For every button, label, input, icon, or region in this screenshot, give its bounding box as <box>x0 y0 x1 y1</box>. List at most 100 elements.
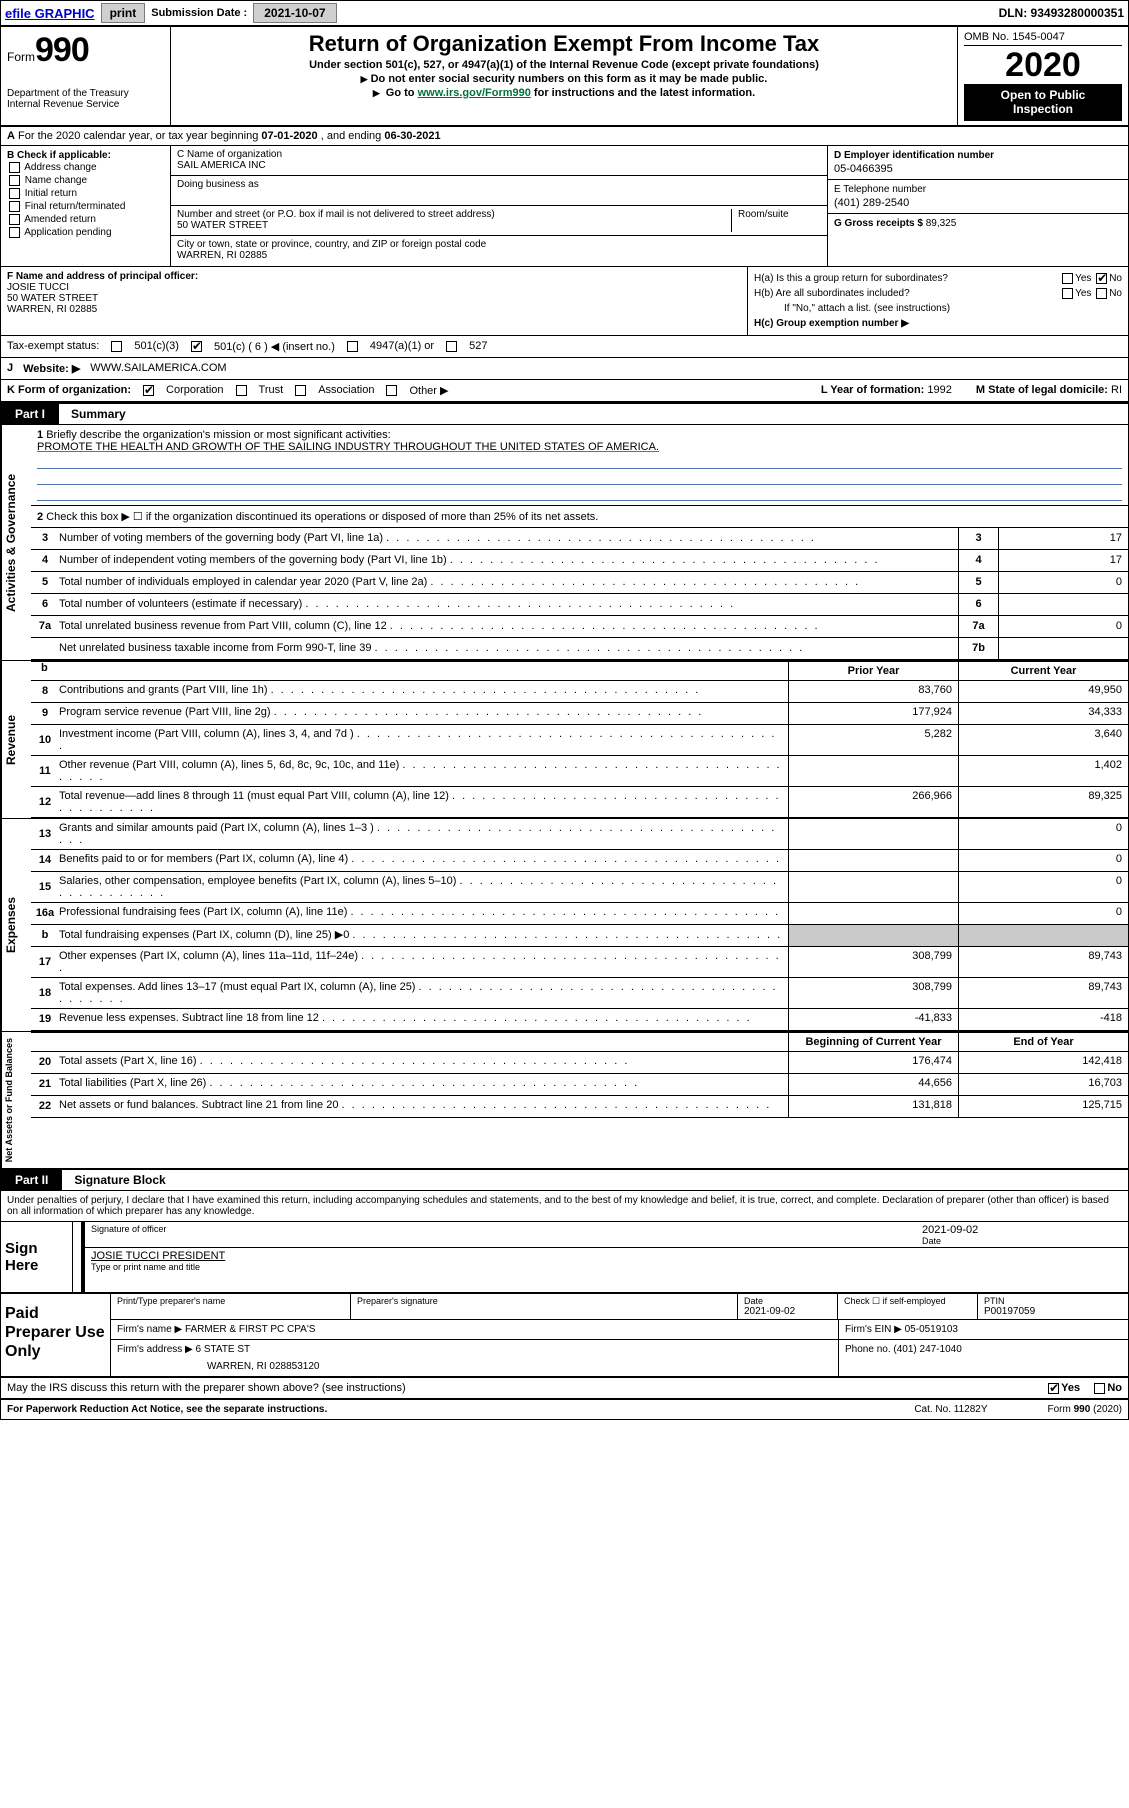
chk-initial-return[interactable] <box>9 188 20 199</box>
officer-addr2: WARREN, RI 02885 <box>7 304 741 315</box>
tax-year-end: 06-30-2021 <box>384 130 440 142</box>
line-text: Other expenses (Part IX, column (A), lin… <box>59 947 788 977</box>
line-text: Net assets or fund balances. Subtract li… <box>59 1096 788 1117</box>
line-num: 19 <box>31 1009 59 1030</box>
line-text: Total expenses. Add lines 13–17 (must eq… <box>59 978 788 1008</box>
gross-receipts-label: G Gross receipts $ <box>834 218 923 229</box>
lbl-trust: Trust <box>259 384 284 396</box>
chk-application-pending[interactable] <box>9 227 20 238</box>
dba-label: Doing business as <box>177 179 821 190</box>
paperwork-notice: For Paperwork Reduction Act Notice, see … <box>7 1404 327 1415</box>
officer-addr1: 50 WATER STREET <box>7 293 741 304</box>
form-org-label: K Form of organization: <box>7 384 131 396</box>
line-box-num: 6 <box>958 594 998 615</box>
domicile-label: M State of legal domicile: <box>976 384 1108 396</box>
chk-ha-no[interactable] <box>1096 273 1107 284</box>
subtitle-2: Do not enter social security numbers on … <box>177 73 951 85</box>
line-num: 7a <box>31 620 59 632</box>
prior-year-value: 5,282 <box>788 725 958 755</box>
prior-year-value: 131,818 <box>788 1096 958 1117</box>
line-box-num: 7a <box>958 616 998 637</box>
line-text: Grants and similar amounts paid (Part IX… <box>59 819 788 849</box>
inspect-line2: Inspection <box>966 102 1120 116</box>
line-text: Program service revenue (Part VIII, line… <box>59 703 788 724</box>
side-expenses: Expenses <box>1 819 31 1031</box>
lbl-discuss-yes: Yes <box>1061 1382 1080 1394</box>
form-footer: Form 990 (2020) <box>1048 1404 1122 1415</box>
lbl-501c3: 501(c)(3) <box>134 340 179 352</box>
line-num: 18 <box>31 978 59 1008</box>
officer-label: F Name and address of principal officer: <box>7 271 198 282</box>
mission-blank-line <box>37 455 1122 469</box>
chk-hb-no[interactable] <box>1096 288 1107 299</box>
chk-ha-yes[interactable] <box>1062 273 1073 284</box>
hdr-prior-year: Prior Year <box>788 662 958 680</box>
prior-year-value: 83,760 <box>788 681 958 702</box>
lbl-yes2: Yes <box>1075 288 1091 299</box>
paid-preparer-label: Paid Preparer Use Only <box>1 1294 111 1376</box>
gross-receipts-value: 89,325 <box>926 218 957 229</box>
chk-4947[interactable] <box>347 341 358 352</box>
line-num: 8 <box>31 681 59 702</box>
inspect-line1: Open to Public <box>966 88 1120 102</box>
firm-addr-label: Firm's address ▶ <box>117 1344 193 1355</box>
mission-text: PROMOTE THE HEALTH AND GROWTH OF THE SAI… <box>37 441 659 453</box>
lbl-application-pending: Application pending <box>24 228 111 239</box>
chk-501c[interactable] <box>191 341 202 352</box>
chk-name-change[interactable] <box>9 175 20 186</box>
website-value: WWW.SAILAMERICA.COM <box>90 362 226 374</box>
chk-other[interactable] <box>386 385 397 396</box>
current-year-value: 0 <box>958 872 1128 902</box>
current-year-value: 16,703 <box>958 1074 1128 1095</box>
prior-year-value: 308,799 <box>788 947 958 977</box>
lbl-final-return: Final return/terminated <box>25 201 126 212</box>
ptin-label: PTIN <box>984 1296 1122 1306</box>
line-text: Investment income (Part VIII, column (A)… <box>59 725 788 755</box>
line-text: Other revenue (Part VIII, column (A), li… <box>59 756 788 786</box>
sign-here-label: Sign Here <box>1 1222 73 1292</box>
lbl-address-change: Address change <box>24 162 96 173</box>
room-suite-label: Room/suite <box>738 209 821 220</box>
line-box-num: 5 <box>958 572 998 593</box>
q1-text: Briefly describe the organization's miss… <box>46 429 390 441</box>
lbl-association: Association <box>318 384 374 396</box>
website-label: Website: ▶ <box>23 362 80 375</box>
line-box-num: 7b <box>958 638 998 659</box>
section-b-header: B Check if applicable: <box>7 150 164 161</box>
efile-link[interactable]: efile GRAPHIC <box>5 6 95 21</box>
instructions-link[interactable]: www.irs.gov/Form990 <box>418 87 531 99</box>
print-button[interactable]: print <box>101 3 146 23</box>
q2-text: Check this box ▶ ☐ if the organization d… <box>46 511 598 523</box>
current-year-value: 0 <box>958 850 1128 871</box>
q1-num: 1 <box>37 429 43 441</box>
line-num: 20 <box>31 1052 59 1073</box>
side-net-assets: Net Assets or Fund Balances <box>1 1032 31 1168</box>
lbl-501c: 501(c) ( 6 ) ◀ (insert no.) <box>214 340 335 353</box>
chk-address-change[interactable] <box>9 162 20 173</box>
chk-527[interactable] <box>446 341 457 352</box>
chk-corporation[interactable] <box>143 385 154 396</box>
chk-final-return[interactable] <box>9 201 20 212</box>
firm-name-label: Firm's name ▶ <box>117 1324 182 1335</box>
current-year-value: -418 <box>958 1009 1128 1030</box>
row-a-label: A <box>7 130 15 142</box>
chk-discuss-no[interactable] <box>1094 1383 1105 1394</box>
line-text: Total unrelated business revenue from Pa… <box>59 620 958 632</box>
street-address: 50 WATER STREET <box>177 220 731 231</box>
org-name: SAIL AMERICA INC <box>177 160 821 171</box>
hdr-current-year: Current Year <box>958 662 1128 680</box>
chk-trust[interactable] <box>236 385 247 396</box>
lbl-discuss-no: No <box>1107 1382 1122 1394</box>
city-label: City or town, state or province, country… <box>177 239 821 250</box>
chk-501c3[interactable] <box>111 341 122 352</box>
hdr-begin-year: Beginning of Current Year <box>788 1033 958 1051</box>
chk-discuss-yes[interactable] <box>1048 1383 1059 1394</box>
chk-amended[interactable] <box>9 214 20 225</box>
line-value <box>998 594 1128 615</box>
h-a-label: H(a) Is this a group return for subordin… <box>754 273 948 284</box>
chk-hb-yes[interactable] <box>1062 288 1073 299</box>
perjury-declaration: Under penalties of perjury, I declare th… <box>1 1191 1128 1222</box>
lbl-corporation: Corporation <box>166 384 223 396</box>
subtitle-3-pre: Go to <box>386 87 418 99</box>
chk-association[interactable] <box>295 385 306 396</box>
